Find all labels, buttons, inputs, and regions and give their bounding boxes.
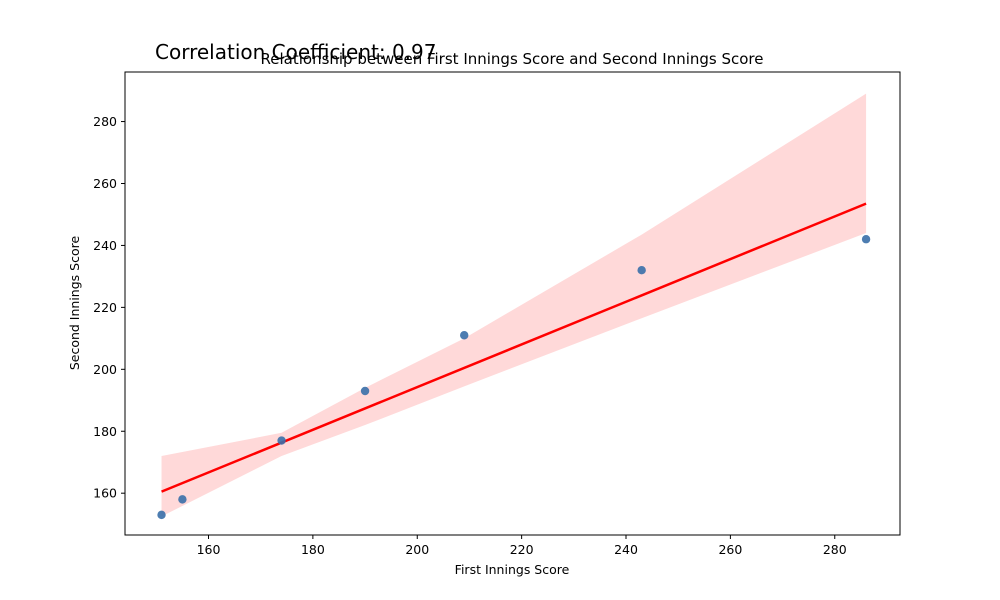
chart-title: Relationship between First Innings Score… xyxy=(261,50,764,68)
data-point-5 xyxy=(460,331,469,340)
data-point-3 xyxy=(277,436,286,445)
y-axis-label: Second Innings Score xyxy=(67,236,82,371)
data-point-4 xyxy=(360,386,370,396)
x-tick-label: 240 xyxy=(614,542,638,557)
y-tick-label: 280 xyxy=(93,114,117,129)
x-tick-label: 180 xyxy=(301,542,325,557)
data-point-1 xyxy=(157,510,166,520)
x-tick-label: 220 xyxy=(510,542,534,557)
x-axis-label: First Innings Score xyxy=(455,562,570,577)
y-tick-label: 220 xyxy=(93,300,117,315)
y-tick-label: 260 xyxy=(93,176,117,191)
confidence-band xyxy=(161,93,867,517)
y-tick-label: 200 xyxy=(93,362,117,377)
plot-area xyxy=(157,93,871,520)
y-tick-label: 240 xyxy=(93,238,117,253)
x-tick-label: 160 xyxy=(197,542,221,557)
x-tick-label: 260 xyxy=(718,542,742,557)
data-point-7 xyxy=(861,235,871,244)
data-point-2 xyxy=(178,495,187,504)
correlation-annotation: Correlation Coefficient: 0.97 xyxy=(155,40,436,64)
y-tick-label: 160 xyxy=(93,486,117,501)
axes-frame xyxy=(124,71,901,536)
y-tick-label: 180 xyxy=(93,424,117,439)
x-tick-label: 280 xyxy=(823,542,847,557)
data-point-6 xyxy=(637,266,646,275)
axes: 160 180 200 220 240 260 280 160 180 200 220 240 260 2… xyxy=(93,71,901,557)
x-tick-label: 200 xyxy=(405,542,429,557)
